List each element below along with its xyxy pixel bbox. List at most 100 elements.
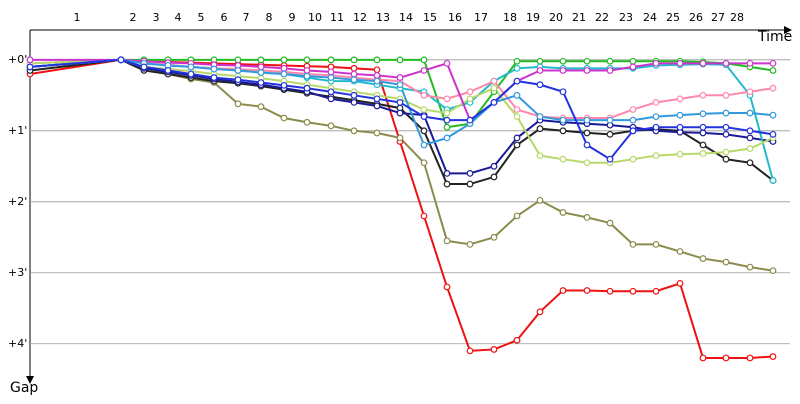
data-point — [443, 109, 451, 117]
series-line — [29, 58, 774, 175]
data-point — [769, 59, 777, 67]
data-point — [420, 212, 428, 220]
x-tick-label: 15 — [423, 11, 437, 24]
x-tick-label: 3 — [153, 11, 160, 24]
data-point — [420, 67, 428, 74]
y-tick-label: +3' — [8, 266, 27, 279]
data-point — [629, 127, 637, 135]
x-tick-label: 4 — [175, 11, 182, 24]
data-point — [699, 255, 707, 262]
data-point — [676, 150, 684, 158]
data-point — [559, 116, 567, 124]
data-point — [606, 67, 614, 74]
x-tick-label: 17 — [474, 11, 488, 24]
data-point — [490, 162, 498, 170]
data-point — [652, 287, 660, 295]
data-point — [699, 91, 707, 99]
data-point — [420, 159, 428, 167]
data-point — [746, 159, 754, 167]
data-point — [536, 196, 544, 204]
data-point — [559, 127, 567, 135]
x-tick-label: 5 — [198, 11, 205, 24]
data-point — [746, 145, 754, 152]
data-point — [490, 99, 498, 106]
data-point — [629, 116, 637, 124]
data-point — [699, 141, 707, 149]
data-point — [466, 88, 474, 96]
x-tick-label: 8 — [266, 11, 273, 24]
data-point — [373, 66, 381, 74]
data-point — [606, 219, 614, 227]
x-tick-label: 26 — [689, 11, 703, 24]
data-point — [769, 267, 777, 275]
data-point — [699, 123, 707, 131]
data-point — [559, 287, 567, 294]
data-point — [443, 123, 451, 131]
data-point — [234, 100, 242, 108]
data-point — [443, 180, 451, 188]
data-point — [140, 63, 148, 71]
data-point — [350, 127, 358, 135]
data-point — [373, 95, 381, 103]
series-line — [30, 58, 773, 122]
data-point — [583, 67, 591, 74]
data-point — [583, 57, 591, 65]
data-point — [676, 111, 684, 119]
x-tick-label: 9 — [289, 11, 296, 24]
y-tick-label: +4' — [8, 337, 27, 350]
data-point — [513, 64, 521, 72]
data-point — [280, 64, 288, 72]
data-point — [443, 134, 451, 142]
data-point — [350, 64, 358, 72]
data-point — [466, 95, 474, 103]
x-tick-label: 2 — [130, 11, 137, 24]
data-point — [606, 287, 614, 295]
x-tick-label: 24 — [643, 11, 657, 24]
data-point — [652, 59, 660, 67]
data-point — [373, 77, 381, 85]
data-point — [606, 155, 614, 163]
x-tick-label: 16 — [448, 11, 462, 24]
data-point — [373, 129, 381, 137]
data-point — [303, 56, 311, 64]
data-point — [769, 353, 777, 360]
data-point — [722, 109, 730, 117]
data-point — [629, 287, 637, 295]
data-point — [466, 347, 474, 355]
data-point — [722, 130, 730, 138]
x-tick-label: 21 — [572, 11, 586, 24]
data-point — [396, 109, 404, 117]
data-point — [699, 110, 707, 118]
data-point — [722, 123, 730, 131]
data-point — [536, 125, 544, 133]
data-point — [583, 159, 591, 167]
data-point — [234, 67, 242, 74]
data-point — [559, 155, 567, 163]
data-point — [676, 59, 684, 67]
y-tick-label: +1' — [8, 124, 27, 137]
data-point — [443, 116, 451, 124]
data-point — [257, 103, 265, 111]
data-point — [327, 68, 335, 76]
data-point — [559, 209, 567, 216]
data-point — [536, 57, 544, 65]
data-point — [420, 113, 428, 121]
data-point — [327, 122, 335, 130]
y-axis-label: Gap — [10, 380, 38, 396]
data-point — [769, 111, 777, 119]
data-point — [769, 84, 777, 92]
data-point — [722, 354, 730, 362]
data-point — [350, 76, 358, 84]
data-point — [490, 346, 498, 353]
data-point — [490, 84, 498, 92]
data-point — [350, 56, 358, 64]
series-line — [29, 58, 774, 161]
data-point — [280, 56, 288, 64]
data-point — [769, 177, 777, 184]
data-point — [117, 56, 125, 64]
data-point — [513, 212, 521, 220]
data-point — [466, 240, 474, 248]
data-point — [513, 91, 521, 99]
data-point — [583, 141, 591, 149]
data-point — [559, 67, 567, 74]
